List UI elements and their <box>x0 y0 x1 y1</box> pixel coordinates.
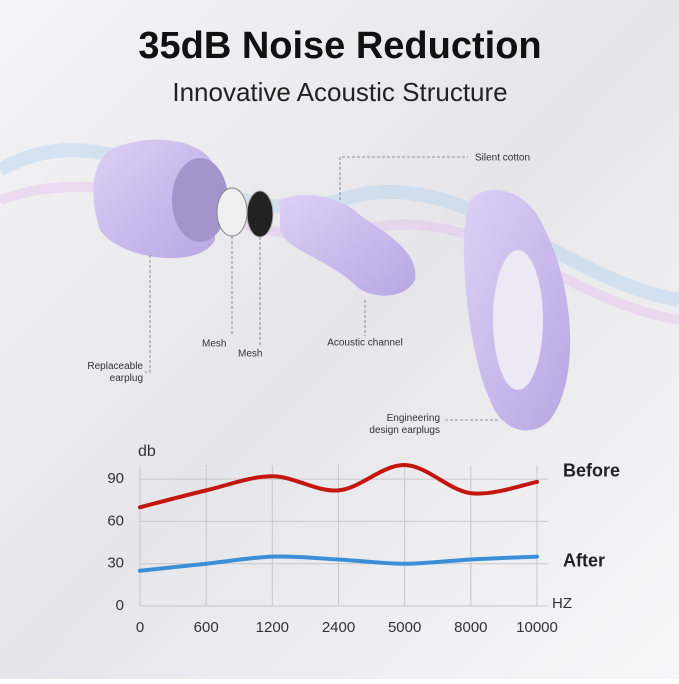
leader <box>145 255 151 373</box>
y-tick-label: 0 <box>116 597 124 614</box>
x-tick-label: 0 <box>136 619 144 636</box>
x-axis-label: HZ <box>552 595 572 612</box>
callout: Engineering design earplugs <box>369 413 440 436</box>
callout: Mesh <box>238 349 262 360</box>
callout: Mesh <box>202 339 226 350</box>
x-tick-label: 8000 <box>454 619 487 636</box>
y-axis-label: db <box>138 443 156 460</box>
y-tick-label: 90 <box>107 470 124 487</box>
legend-label: After <box>563 550 605 570</box>
callout: Silent cotton <box>475 153 530 164</box>
x-tick-label: 5000 <box>388 619 421 636</box>
series-line <box>138 462 539 510</box>
callout: Replaceable earplug <box>87 361 143 384</box>
title: 35dB Noise Reduction <box>138 25 541 67</box>
subtitle: Innovative Acoustic Structure <box>172 77 507 107</box>
x-tick-label: 10000 <box>516 619 558 636</box>
leader <box>339 156 468 200</box>
series-line <box>138 554 539 573</box>
y-tick-label: 60 <box>107 512 124 529</box>
callout: Acoustic channel <box>327 338 403 349</box>
x-tick-label: 2400 <box>322 619 355 636</box>
x-tick-label: 1200 <box>256 619 289 636</box>
y-tick-label: 30 <box>107 555 124 572</box>
x-tick-label: 600 <box>194 619 219 636</box>
earplug-parts <box>93 139 571 431</box>
legend-label: Before <box>563 461 620 481</box>
